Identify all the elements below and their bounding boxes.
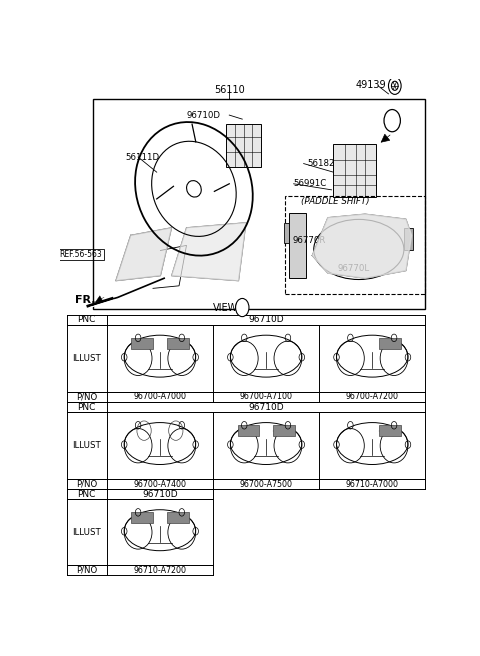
Text: 56991C: 56991C	[294, 179, 327, 188]
Polygon shape	[312, 214, 411, 278]
Text: PNC: PNC	[78, 490, 96, 499]
Text: 96700-A7500: 96700-A7500	[240, 480, 293, 489]
Text: 96710-A7000: 96710-A7000	[346, 480, 399, 489]
Text: PNC: PNC	[78, 315, 96, 324]
Bar	[58, 249, 104, 260]
Bar	[379, 425, 401, 436]
Bar	[226, 124, 261, 167]
Text: 96700-A7000: 96700-A7000	[133, 392, 186, 401]
Bar	[334, 144, 376, 197]
Text: 56111D: 56111D	[125, 152, 159, 161]
Text: 96700-A7100: 96700-A7100	[240, 392, 293, 401]
Text: REF.56-563: REF.56-563	[59, 250, 102, 259]
Text: A: A	[240, 303, 245, 312]
Bar	[289, 213, 305, 278]
Text: (PADDLE SHIFT): (PADDLE SHIFT)	[301, 197, 370, 206]
Bar	[285, 196, 424, 295]
Text: 96710D: 96710D	[248, 403, 284, 411]
Bar	[273, 425, 295, 436]
Text: 96710D: 96710D	[186, 111, 220, 119]
Text: P/NO: P/NO	[76, 480, 97, 489]
Text: PNC: PNC	[78, 403, 96, 411]
Circle shape	[236, 298, 249, 317]
Text: VIEW: VIEW	[213, 302, 238, 312]
Bar	[94, 99, 424, 308]
Text: 96770R: 96770R	[292, 236, 326, 245]
Text: P/NO: P/NO	[76, 565, 97, 575]
Text: ILLUST: ILLUST	[72, 528, 101, 537]
Polygon shape	[116, 228, 172, 281]
Text: A: A	[389, 116, 396, 125]
Bar	[404, 228, 413, 251]
Text: 96700-A7200: 96700-A7200	[346, 392, 399, 401]
Bar	[167, 338, 189, 348]
Text: FR.: FR.	[75, 295, 96, 305]
Polygon shape	[172, 222, 246, 281]
Text: 96710D: 96710D	[248, 315, 284, 324]
Text: 49139: 49139	[355, 80, 386, 90]
Text: 96700-A7400: 96700-A7400	[133, 480, 186, 489]
Text: 96770L: 96770L	[337, 264, 369, 273]
Circle shape	[384, 110, 400, 132]
Bar	[284, 222, 289, 243]
Text: 56182: 56182	[307, 159, 335, 168]
Text: 96710-A7200: 96710-A7200	[133, 565, 186, 575]
Bar	[132, 512, 153, 523]
Text: ILLUST: ILLUST	[72, 354, 101, 363]
Text: ILLUST: ILLUST	[72, 441, 101, 450]
Bar	[132, 338, 153, 348]
Bar	[379, 338, 401, 348]
Text: P/NO: P/NO	[76, 392, 97, 401]
Text: 56110: 56110	[214, 85, 245, 95]
Bar	[238, 425, 259, 436]
Text: 96710D: 96710D	[142, 490, 178, 499]
Bar	[167, 512, 189, 523]
